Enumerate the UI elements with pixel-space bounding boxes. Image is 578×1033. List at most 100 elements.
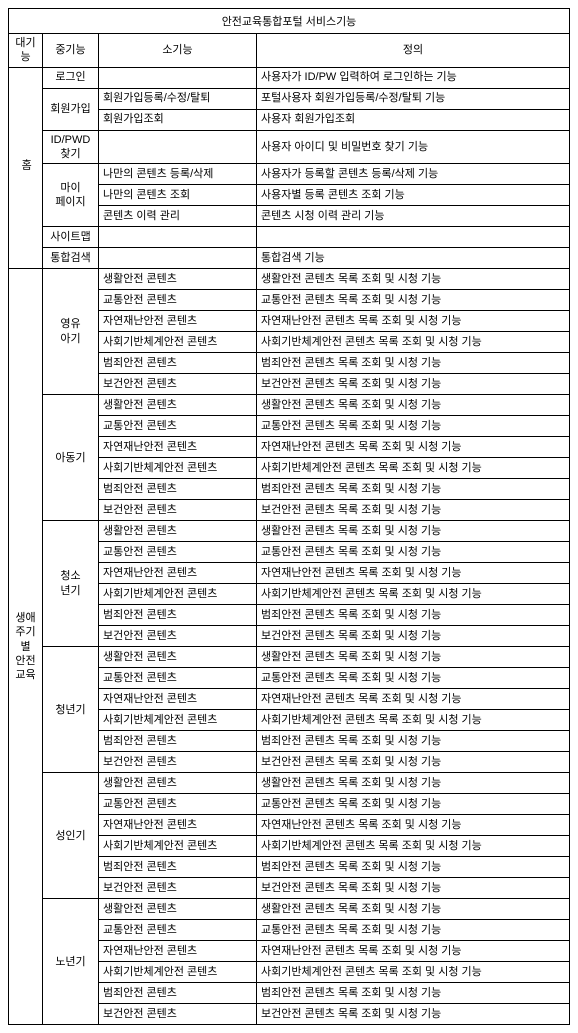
sub-cell: 보건안전 콘텐츠	[99, 752, 257, 773]
def-cell: 범죄안전 콘텐츠 목록 조회 및 시청 기능	[257, 479, 570, 500]
table-row: 아동기 생활안전 콘텐츠생활안전 콘텐츠 목록 조회 및 시청 기능	[9, 395, 570, 416]
hdr-def: 정의	[257, 34, 570, 68]
mid-mypage: 마이 페이지	[43, 164, 99, 227]
def-cell: 교통안전 콘텐츠 목록 조회 및 시청 기능	[257, 542, 570, 563]
def-cell: 보건안전 콘텐츠 목록 조회 및 시청 기능	[257, 500, 570, 521]
def-cell: 범죄안전 콘텐츠 목록 조회 및 시청 기능	[257, 353, 570, 374]
mid-search: 통합검색	[43, 248, 99, 269]
sub-cell: 자연재난안전 콘텐츠	[99, 689, 257, 710]
table-body: 홈 로그인 사용자가 ID/PW 입력하여 로그인하는 기능 회원가입 회원가입…	[9, 67, 570, 1025]
sub-cell: 교통안전 콘텐츠	[99, 668, 257, 689]
sub-empty	[99, 227, 257, 248]
sub-cell: 사회기반체계안전 콘텐츠	[99, 458, 257, 479]
table-row: 회원가입 회원가입등록/수정/탈퇴 포털사용자 회원가입등록/수정/탈퇴 기능	[9, 88, 570, 109]
def-cell: 생활안전 콘텐츠 목록 조회 및 시청 기능	[257, 269, 570, 290]
def-cell: 교통안전 콘텐츠 목록 조회 및 시청 기능	[257, 290, 570, 311]
def-signup1: 포털사용자 회원가입등록/수정/탈퇴 기능	[257, 88, 570, 109]
table-row: 청년기 생활안전 콘텐츠생활안전 콘텐츠 목록 조회 및 시청 기능	[9, 647, 570, 668]
def-cell: 범죄안전 콘텐츠 목록 조회 및 시청 기능	[257, 983, 570, 1004]
sub-cell: 사회기반체계안전 콘텐츠	[99, 332, 257, 353]
sub-cell: 범죄안전 콘텐츠	[99, 857, 257, 878]
def-signup2: 사용자 회원가입조회	[257, 109, 570, 130]
sub-mypage1: 나만의 콘텐츠 등록/삭제	[99, 164, 257, 185]
hdr-sub: 소기능	[99, 34, 257, 68]
sub-cell: 생활안전 콘텐츠	[99, 773, 257, 794]
def-cell: 사회기반체계안전 콘텐츠 목록 조회 및 시청 기능	[257, 332, 570, 353]
sub-signup2: 회원가입조회	[99, 109, 257, 130]
hdr-mid: 중기능	[43, 34, 99, 68]
sub-cell: 자연재난안전 콘텐츠	[99, 563, 257, 584]
mid-life-3: 청년기	[43, 647, 99, 773]
table-row: 마이 페이지 나만의 콘텐츠 등록/삭제 사용자가 등록할 콘텐츠 등록/삭제 …	[9, 164, 570, 185]
mid-life-2: 청소 년기	[43, 521, 99, 647]
big-home: 홈	[9, 67, 43, 269]
sub-cell: 교통안전 콘텐츠	[99, 542, 257, 563]
sub-signup1: 회원가입등록/수정/탈퇴	[99, 88, 257, 109]
mid-life-0: 영유 아기	[43, 269, 99, 395]
sub-cell: 자연재난안전 콘텐츠	[99, 311, 257, 332]
sub-cell: 교통안전 콘텐츠	[99, 794, 257, 815]
sub-cell: 교통안전 콘텐츠	[99, 416, 257, 437]
def-cell: 교통안전 콘텐츠 목록 조회 및 시청 기능	[257, 416, 570, 437]
sub-cell: 범죄안전 콘텐츠	[99, 479, 257, 500]
hdr-big: 대기능	[9, 34, 43, 68]
def-cell: 보건안전 콘텐츠 목록 조회 및 시청 기능	[257, 626, 570, 647]
def-empty	[257, 227, 570, 248]
mid-life-4: 성인기	[43, 773, 99, 899]
sub-cell: 자연재난안전 콘텐츠	[99, 941, 257, 962]
table-row: ID/PWD 찾기 사용자 아이디 및 비밀번호 찾기 기능	[9, 130, 570, 164]
sub-empty	[99, 67, 257, 88]
def-cell: 사회기반체계안전 콘텐츠 목록 조회 및 시청 기능	[257, 962, 570, 983]
def-mypage2: 사용자별 등록 콘텐츠 조회 기능	[257, 185, 570, 206]
sub-cell: 범죄안전 콘텐츠	[99, 983, 257, 1004]
def-cell: 보건안전 콘텐츠 목록 조회 및 시청 기능	[257, 752, 570, 773]
sub-cell: 자연재난안전 콘텐츠	[99, 815, 257, 836]
def-cell: 보건안전 콘텐츠 목록 조회 및 시청 기능	[257, 878, 570, 899]
def-cell: 자연재난안전 콘텐츠 목록 조회 및 시청 기능	[257, 941, 570, 962]
sub-cell: 자연재난안전 콘텐츠	[99, 437, 257, 458]
sub-cell: 생활안전 콘텐츠	[99, 647, 257, 668]
table-row: 청소 년기 생활안전 콘텐츠생활안전 콘텐츠 목록 조회 및 시청 기능	[9, 521, 570, 542]
def-login: 사용자가 ID/PW 입력하여 로그인하는 기능	[257, 67, 570, 88]
sub-cell: 사회기반체계안전 콘텐츠	[99, 584, 257, 605]
table-row: 사이트맵	[9, 227, 570, 248]
def-cell: 생활안전 콘텐츠 목록 조회 및 시청 기능	[257, 773, 570, 794]
sub-cell: 보건안전 콘텐츠	[99, 374, 257, 395]
sub-empty	[99, 248, 257, 269]
sub-mypage2: 나만의 콘텐츠 조회	[99, 185, 257, 206]
def-idpwd: 사용자 아이디 및 비밀번호 찾기 기능	[257, 130, 570, 164]
table-row: 통합검색 통합검색 기능	[9, 248, 570, 269]
sub-cell: 보건안전 콘텐츠	[99, 500, 257, 521]
def-cell: 자연재난안전 콘텐츠 목록 조회 및 시청 기능	[257, 815, 570, 836]
service-table: 안전교육통합포털 서비스기능 대기능 중기능 소기능 정의 홈 로그인 사용자가…	[8, 8, 570, 1025]
def-cell: 보건안전 콘텐츠 목록 조회 및 시청 기능	[257, 374, 570, 395]
def-cell: 범죄안전 콘텐츠 목록 조회 및 시청 기능	[257, 731, 570, 752]
sub-cell: 범죄안전 콘텐츠	[99, 605, 257, 626]
table-row: 생애 주기별 안전 교육 영유 아기 생활안전 콘텐츠 생활안전 콘텐츠 목록 …	[9, 269, 570, 290]
def-cell: 보건안전 콘텐츠 목록 조회 및 시청 기능	[257, 1004, 570, 1025]
def-cell: 자연재난안전 콘텐츠 목록 조회 및 시청 기능	[257, 689, 570, 710]
def-cell: 자연재난안전 콘텐츠 목록 조회 및 시청 기능	[257, 563, 570, 584]
table-row: 홈 로그인 사용자가 ID/PW 입력하여 로그인하는 기능	[9, 67, 570, 88]
big-life: 생애 주기별 안전 교육	[9, 269, 43, 1025]
def-cell: 범죄안전 콘텐츠 목록 조회 및 시청 기능	[257, 857, 570, 878]
sub-cell: 사회기반체계안전 콘텐츠	[99, 836, 257, 857]
sub-cell: 생활안전 콘텐츠	[99, 899, 257, 920]
def-cell: 사회기반체계안전 콘텐츠 목록 조회 및 시청 기능	[257, 710, 570, 731]
def-cell: 교통안전 콘텐츠 목록 조회 및 시청 기능	[257, 920, 570, 941]
def-cell: 자연재난안전 콘텐츠 목록 조회 및 시청 기능	[257, 311, 570, 332]
def-cell: 교통안전 콘텐츠 목록 조회 및 시청 기능	[257, 668, 570, 689]
sub-cell: 생활안전 콘텐츠	[99, 269, 257, 290]
table-row: 성인기 생활안전 콘텐츠생활안전 콘텐츠 목록 조회 및 시청 기능	[9, 773, 570, 794]
def-cell: 생활안전 콘텐츠 목록 조회 및 시청 기능	[257, 395, 570, 416]
def-cell: 생활안전 콘텐츠 목록 조회 및 시청 기능	[257, 647, 570, 668]
table-title: 안전교육통합포털 서비스기능	[8, 8, 570, 33]
def-mypage1: 사용자가 등록할 콘텐츠 등록/삭제 기능	[257, 164, 570, 185]
sub-empty	[99, 130, 257, 164]
sub-cell: 사회기반체계안전 콘텐츠	[99, 962, 257, 983]
sub-cell: 생활안전 콘텐츠	[99, 395, 257, 416]
sub-cell: 교통안전 콘텐츠	[99, 920, 257, 941]
mid-life-5: 노년기	[43, 899, 99, 1025]
def-search: 통합검색 기능	[257, 248, 570, 269]
def-cell: 생활안전 콘텐츠 목록 조회 및 시청 기능	[257, 521, 570, 542]
